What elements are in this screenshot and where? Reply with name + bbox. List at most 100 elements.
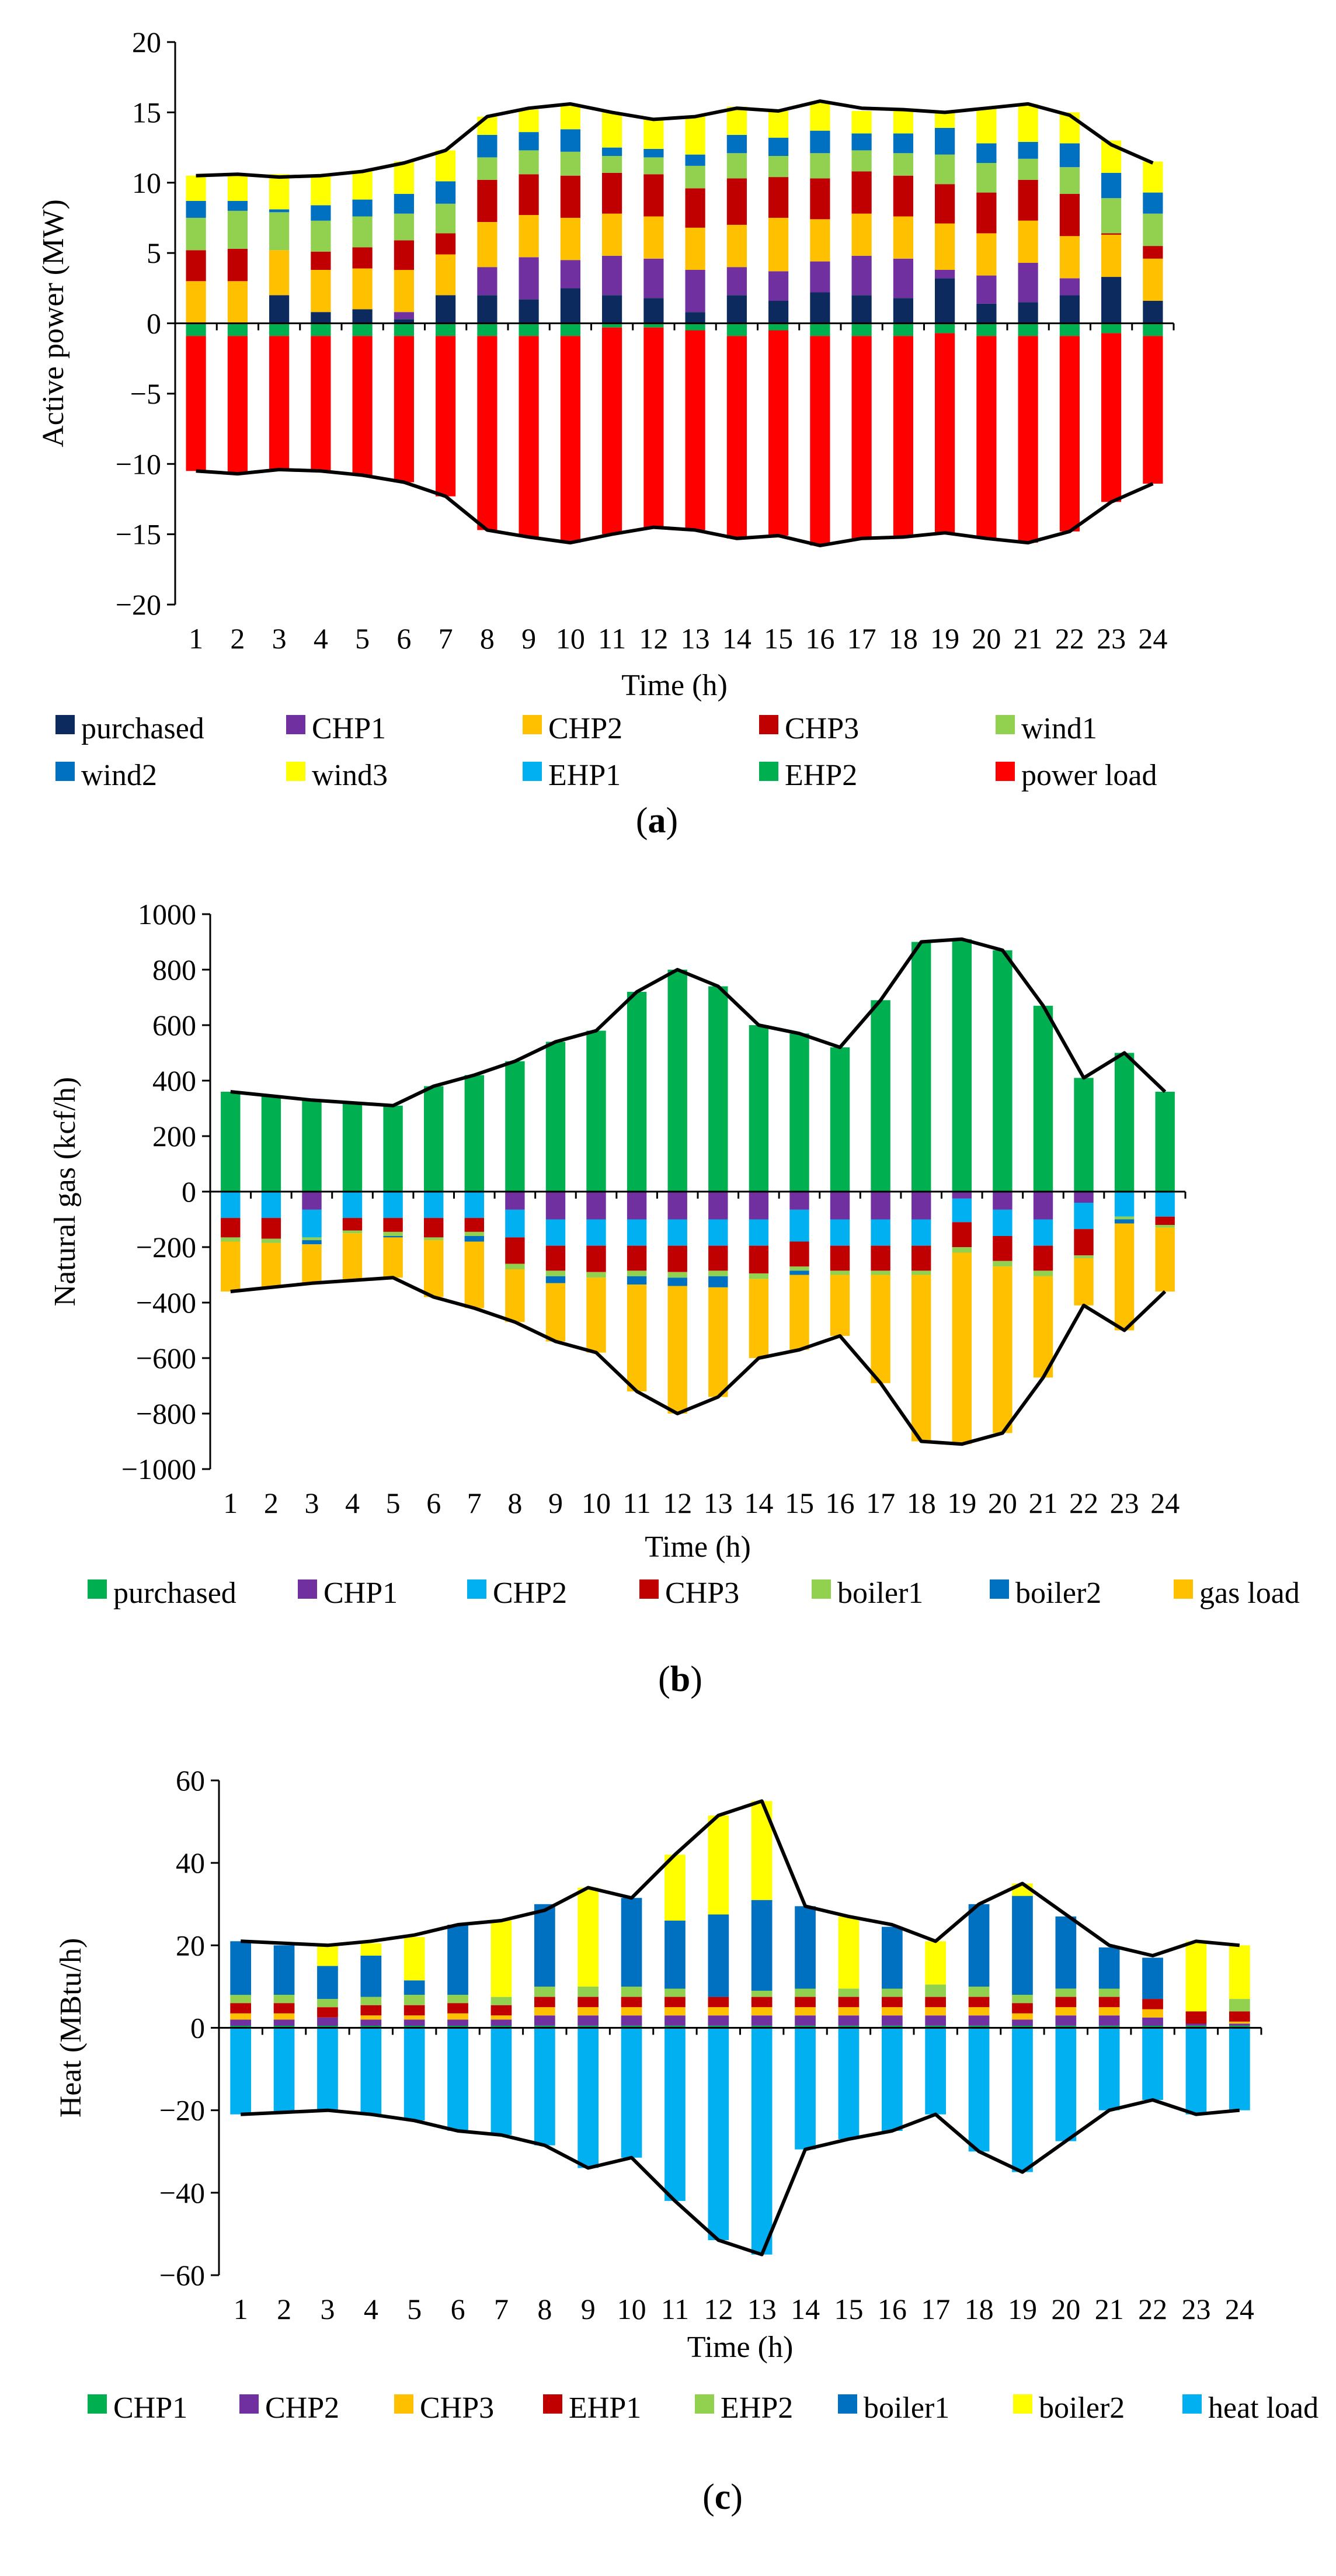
y-tick-label: −20 (159, 2094, 205, 2127)
caption-letter: b (670, 1660, 690, 1699)
bar-b-purchased-20 (993, 950, 1013, 1192)
bar-c-EHP1-17 (925, 1997, 946, 2008)
bar-b-CHP1-10 (586, 1192, 606, 1220)
bar-a-CHP2-16 (810, 219, 830, 262)
bar-a-wind1-18 (893, 153, 913, 176)
x-tick-label: 11 (623, 1487, 651, 1519)
bar-c-boiler2-23 (1185, 1941, 1207, 2012)
bar-b-CHP3-5 (383, 1218, 403, 1232)
y-tick-label: −1000 (121, 1453, 196, 1485)
bar-a-wind1-19 (935, 154, 955, 185)
bar-c-CHP2-22 (1142, 2017, 1163, 2026)
bar-c-CHP1-12 (708, 2026, 729, 2028)
bar-c-boiler1-6 (447, 1925, 468, 1995)
legend-swatch (1013, 2394, 1032, 2414)
bar-a-wind3-4 (311, 175, 331, 206)
bar-c-EHP2-14 (795, 1988, 816, 1997)
bar-c-heat-load-13 (751, 2028, 773, 2255)
x-tick-label: 16 (805, 622, 834, 655)
bar-a-power-load-18 (893, 336, 913, 537)
bar-a-EHP2-10 (560, 323, 580, 336)
bar-b-CHP1-13 (708, 1192, 728, 1220)
bar-a-wind2-12 (643, 149, 664, 158)
legend-label: wind2 (81, 759, 157, 792)
y-tick-label: −5 (130, 377, 161, 410)
bar-a-purchased-14 (726, 295, 747, 324)
bar-a-power-load-17 (851, 336, 872, 539)
bar-a-purchased-21 (1018, 302, 1038, 324)
bar-a-wind1-3 (269, 212, 290, 251)
legend-label: EHP1 (548, 759, 621, 792)
x-tick-label: 13 (681, 622, 710, 655)
x-tick-label: 19 (947, 1487, 976, 1519)
bar-b-CHP2-9 (545, 1219, 566, 1246)
x-tick-label: 22 (1138, 2293, 1167, 2325)
bar-c-EHP1-20 (1055, 1997, 1077, 2008)
y-axis-label: Heat (MBtu/h) (54, 1938, 88, 2118)
bar-b-CHP2-17 (871, 1219, 890, 1246)
bar-a-power-load-14 (726, 336, 747, 539)
x-tick-label: 19 (930, 622, 959, 655)
bar-a-CHP2-24 (1143, 258, 1163, 301)
bar-c-heat-load-19 (1012, 2028, 1033, 2172)
bar-b-purchased-17 (871, 1000, 890, 1192)
legend-label: CHP1 (323, 1577, 398, 1610)
bar-a-CHP2-19 (935, 223, 955, 270)
bar-c-boiler1-3 (317, 1966, 338, 1999)
bar-c-CHP3-5 (403, 2015, 425, 2020)
bar-a-CHP3-12 (643, 174, 664, 217)
bar-b-boiler1-22 (1074, 1255, 1094, 1259)
bar-a-wind2-11 (602, 147, 622, 156)
bar-b-CHP2-23 (1114, 1192, 1135, 1217)
bar-a-EHP2-23 (1101, 323, 1122, 334)
legend-label: boiler2 (1015, 1577, 1101, 1610)
bar-b-purchased-19 (952, 939, 972, 1192)
bar-a-CHP1-6 (394, 312, 414, 320)
bar-b-CHP2-24 (1155, 1192, 1175, 1217)
bar-c-CHP2-1 (230, 2019, 251, 2026)
bar-a-CHP2-17 (851, 213, 872, 256)
bar-a-purchased-19 (935, 278, 955, 324)
bar-b-CHP2-14 (749, 1219, 769, 1246)
legend-swatch (996, 762, 1015, 781)
x-axis-label: Time (h) (645, 1530, 751, 1564)
x-tick-label: 23 (1181, 2293, 1210, 2325)
bar-a-wind3-10 (560, 103, 580, 130)
bar-a-wind3-14 (726, 106, 747, 135)
bar-a-CHP3-7 (436, 233, 456, 255)
bar-c-CHP2-23 (1185, 2023, 1207, 2026)
bar-c-EHP1-16 (882, 1997, 903, 2008)
legend-swatch (812, 1579, 831, 1599)
bar-c-CHP2-18 (968, 2015, 990, 2026)
bar-a-wind2-2 (227, 201, 248, 211)
legend-label: CHP3 (785, 712, 859, 745)
bar-a-CHP3-14 (726, 178, 747, 225)
legend-swatch (88, 2394, 107, 2414)
bar-b-purchased-14 (749, 1025, 769, 1192)
bar-a-CHP3-4 (311, 251, 331, 270)
legend-label: boiler1 (864, 2391, 949, 2425)
bar-c-EHP1-19 (1012, 2003, 1033, 2013)
bar-c-CHP3-8 (534, 2007, 555, 2016)
bar-a-EHP2-17 (851, 323, 872, 336)
bar-c-heat-load-2 (273, 2028, 295, 2113)
bar-c-CHP3-6 (447, 2013, 468, 2020)
y-tick-label: 800 (152, 953, 196, 986)
bar-b-boiler1-21 (1033, 1270, 1053, 1276)
bar-b-gas-load-6 (424, 1240, 444, 1297)
bar-c-EHP1-11 (664, 1997, 686, 2008)
bar-a-CHP3-22 (1059, 194, 1080, 237)
bar-b-CHP1-11 (627, 1192, 647, 1220)
legend-swatch (88, 1579, 107, 1599)
x-tick-label: 3 (304, 1487, 319, 1519)
bar-a-wind3-12 (643, 119, 664, 149)
x-tick-label: 1 (234, 2293, 248, 2325)
x-tick-label: 11 (598, 622, 626, 655)
bar-b-gas-load-8 (505, 1269, 525, 1322)
x-tick-label: 20 (972, 622, 1001, 655)
bar-a-CHP3-19 (935, 184, 955, 224)
x-tick-label: 12 (639, 622, 668, 655)
bar-a-CHP1-10 (560, 260, 580, 289)
bar-c-heat-load-16 (882, 2028, 903, 2131)
bar-a-wind3-20 (976, 108, 997, 144)
